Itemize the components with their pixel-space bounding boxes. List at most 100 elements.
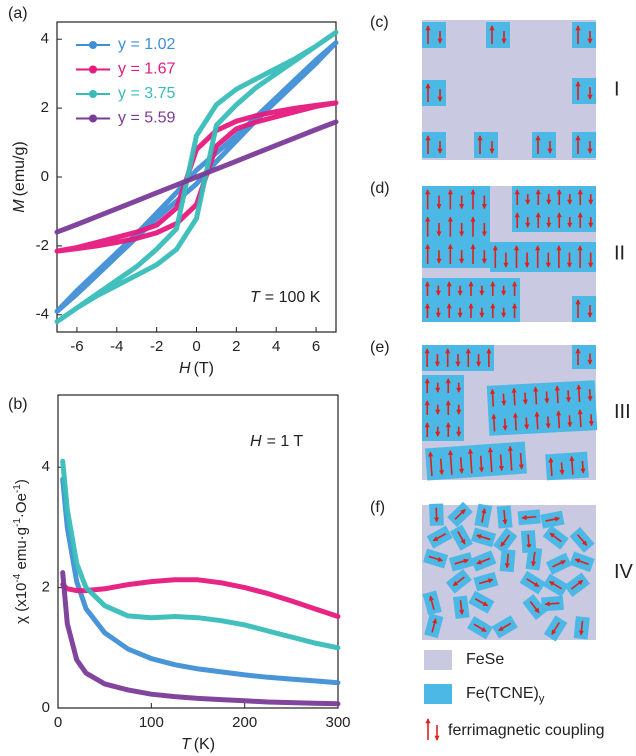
spin-arrow — [576, 384, 582, 403]
x-axis-symbol: T — [181, 736, 192, 753]
fe-tcne-grain — [540, 595, 564, 612]
x-axis-unit: (T) — [194, 360, 214, 377]
annotation: H = 1 T — [250, 433, 303, 450]
spin-arrow — [545, 516, 561, 522]
legend-marker — [89, 65, 97, 74]
domain-block — [572, 345, 596, 369]
fe-tcne-domain — [486, 380, 598, 436]
fe-tcne-grain — [473, 571, 499, 592]
y-axis-symbol: M — [11, 199, 28, 213]
y-axis-text: ·Oe — [13, 493, 30, 518]
fe-tcne-grain — [573, 616, 590, 640]
y-axis-text: emu·g — [13, 527, 30, 574]
fe-tcne-domain — [545, 451, 589, 481]
spin-arrow — [467, 448, 474, 474]
phase-label: II — [614, 242, 625, 264]
spin-arrow — [565, 390, 572, 403]
spin-arrow — [507, 445, 513, 471]
x-tick-label: 100 — [139, 714, 164, 731]
fe-tcne-grain — [426, 525, 453, 549]
spin-arrow — [576, 534, 588, 546]
y-tick-label: -4 — [36, 306, 49, 323]
fe-tcne-domain — [425, 441, 527, 481]
fe-tcne-grain — [493, 527, 518, 554]
panel-label: (b) — [8, 396, 28, 413]
fe-tcne-grain — [517, 509, 541, 526]
data-line — [54, 40, 339, 314]
spin-arrow — [490, 388, 496, 407]
legend-marker — [89, 90, 97, 98]
y-axis-label: M (emu/g) — [11, 141, 28, 212]
y-tick-label: 0 — [42, 699, 50, 716]
spin-arrow — [502, 418, 508, 431]
spin-arrow — [544, 601, 560, 607]
phase-label: III — [614, 401, 631, 423]
data-line — [60, 458, 341, 651]
fe-tcne-domain — [572, 132, 596, 158]
spin-arrow — [569, 455, 575, 475]
spin-arrow — [502, 509, 508, 525]
spin-arrow — [439, 458, 445, 476]
spin-arrow — [570, 579, 584, 590]
legend-swatch — [424, 684, 452, 704]
spin-arrow — [556, 410, 562, 429]
domain-block — [474, 132, 498, 158]
spin-arrow — [552, 560, 566, 568]
x-axis-unit: (K) — [194, 736, 215, 753]
domain-block — [422, 80, 446, 106]
fe-tcne-domain — [422, 80, 446, 106]
spin-arrow — [476, 557, 491, 565]
legend-swatch — [424, 650, 452, 670]
fe-tcne-grain — [424, 613, 444, 639]
data-line — [60, 577, 341, 619]
fe-tcne-grain — [466, 616, 494, 640]
domain-block — [422, 22, 446, 48]
panel-label: (a) — [8, 5, 28, 22]
spin-arrow — [498, 454, 504, 472]
fe-tcne-grain — [520, 530, 537, 554]
fe-tcne-grain — [470, 550, 497, 572]
legend-label: Fe(TCNE)y — [466, 685, 545, 705]
legend-marker — [89, 41, 97, 49]
spin-arrow — [428, 555, 444, 562]
fe-tcne-grain — [496, 505, 513, 529]
y-tick-label: 4 — [42, 458, 50, 475]
fe-tcne-domain — [486, 22, 510, 48]
spin-arrow — [501, 393, 507, 406]
y-tick-label: 2 — [41, 99, 49, 116]
legend-label: y = 3.75 — [118, 85, 175, 102]
spin-arrow — [476, 534, 491, 541]
fe-tcne-grain — [474, 503, 493, 528]
fe-tcne-grain — [522, 594, 547, 621]
y-tick-label: -2 — [36, 237, 49, 254]
fe-tcne-grain — [429, 503, 444, 526]
annotation-text: = 1 T — [267, 433, 304, 450]
spin-arrow — [587, 389, 593, 402]
fe-tcne-domain — [572, 22, 596, 48]
spin-arrow — [432, 533, 447, 542]
spin-arrow — [500, 534, 511, 547]
spin-arrow — [534, 411, 540, 430]
spin-arrow — [526, 578, 540, 588]
spin-arrow — [588, 414, 594, 427]
spin-arrow — [545, 416, 551, 429]
domain-block — [512, 186, 596, 232]
y-tick-label: 2 — [42, 579, 50, 596]
fe-tcne-grain — [542, 573, 569, 597]
data-line — [54, 100, 339, 254]
y-axis-superscript: -1 — [12, 484, 23, 493]
fe-tcne-domain — [474, 132, 498, 158]
legend-marker — [89, 114, 97, 123]
plot-frame — [57, 394, 339, 709]
spin-arrow — [531, 551, 537, 567]
domain-block — [422, 186, 490, 268]
fe-tcne-domain — [572, 296, 596, 322]
panel-label: (e) — [370, 339, 390, 356]
y-axis-unit: (emu/g) — [11, 141, 28, 196]
fe-tcne-domain — [422, 375, 464, 441]
domain-block — [486, 380, 598, 436]
x-axis-label: T (K) — [181, 736, 215, 753]
fe-tcne-grain — [448, 552, 474, 572]
spin-arrow — [487, 447, 493, 472]
fe-tcne-domain — [532, 132, 556, 158]
